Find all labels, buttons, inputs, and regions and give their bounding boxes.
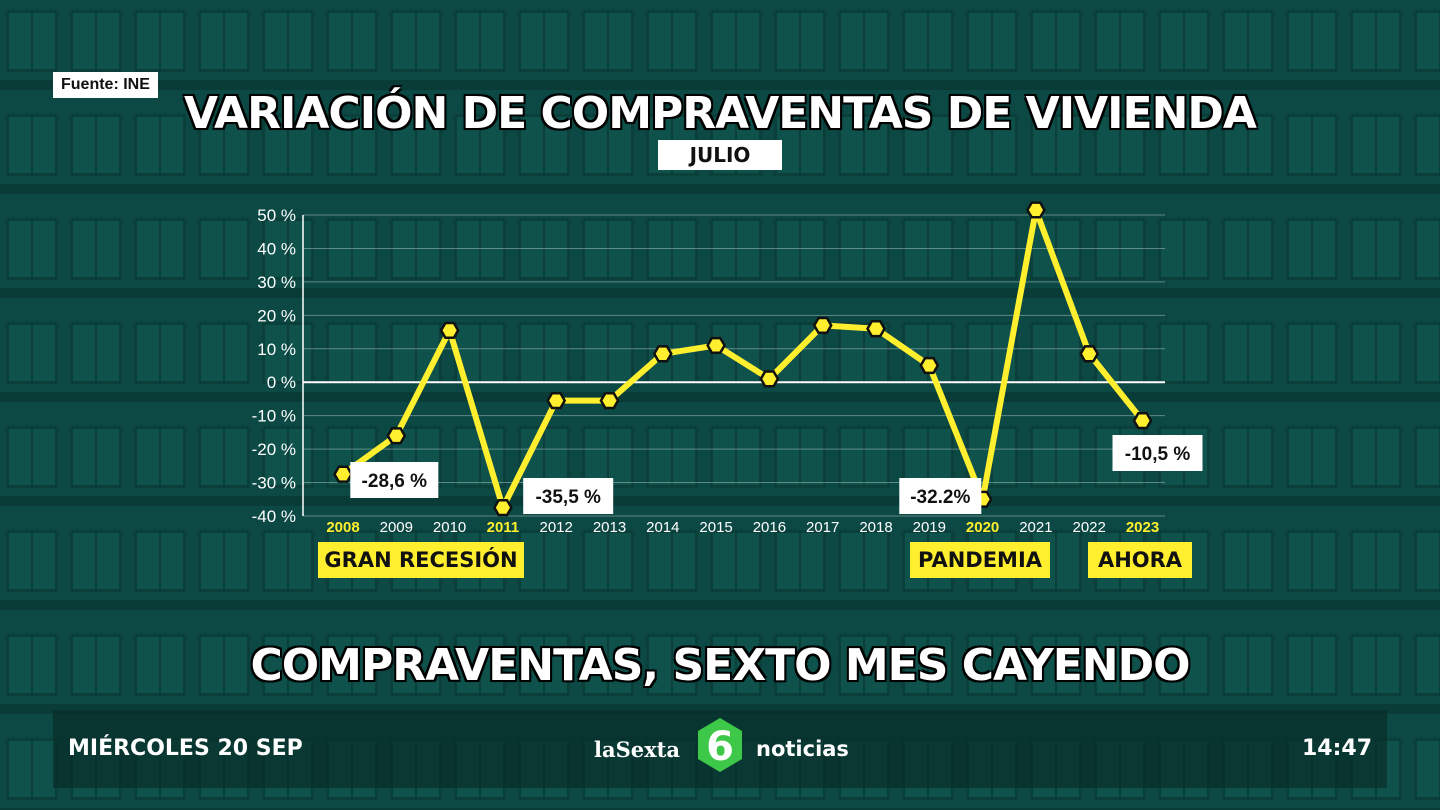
data-label: -32.2% — [910, 487, 970, 508]
x-tick-label: 2012 — [540, 519, 573, 536]
ticker-time: 14:47 — [1301, 736, 1372, 761]
x-tick-label: 2021 — [1019, 519, 1052, 536]
x-tick-label: 2020 — [966, 519, 999, 536]
x-tick-label: 2017 — [806, 519, 839, 536]
data-point — [333, 465, 353, 483]
y-tick-label: -30 % — [252, 474, 296, 493]
x-tick-label: 2010 — [433, 519, 466, 536]
brand-name: laSexta — [594, 737, 680, 762]
data-label-box — [1112, 435, 1203, 471]
data-point — [866, 320, 886, 338]
x-tick-label: 2016 — [753, 519, 786, 536]
y-tick-label: 10 % — [257, 340, 296, 359]
x-tick-label: 2018 — [859, 519, 892, 536]
program-name: noticias — [756, 737, 849, 761]
y-tick-label: 50 % — [257, 206, 296, 225]
y-tick-label: -20 % — [252, 440, 296, 459]
x-tick-label: 2019 — [913, 519, 946, 536]
data-point — [546, 392, 567, 410]
tag-gran-recesion: GRAN RECESIÓN — [318, 542, 524, 578]
data-point — [599, 392, 620, 410]
y-tick-label: -40 % — [252, 507, 296, 526]
x-tick-label: 2022 — [1073, 519, 1106, 536]
chart-subtitle: JULIO — [658, 140, 782, 170]
lasexta-logo-icon: 6 — [698, 718, 742, 772]
headline: COMPRAVENTAS, SEXTO MES CAYENDO — [250, 640, 1190, 691]
x-tick-label: 2013 — [593, 519, 626, 536]
x-tick-label: 2011 — [487, 519, 520, 536]
data-point — [706, 336, 727, 355]
data-point — [759, 370, 780, 388]
x-tick-label: 2014 — [646, 519, 679, 536]
x-tick-label: 2009 — [380, 519, 413, 536]
data-point — [1132, 412, 1153, 430]
y-tick-label: -10 % — [252, 407, 296, 426]
data-label: -28,6 % — [362, 471, 428, 492]
logo-number: 6 — [706, 724, 734, 770]
y-tick-label: 30 % — [257, 273, 296, 292]
x-tick-label: 2023 — [1126, 519, 1159, 536]
tag-ahora: AHORA — [1088, 542, 1192, 578]
x-tick-label: 2015 — [699, 519, 732, 536]
y-tick-label: 20 % — [257, 306, 296, 325]
source-label: Fuente: INE — [53, 72, 158, 98]
data-point — [1025, 201, 1046, 219]
data-point — [919, 356, 940, 375]
data-label: -35,5 % — [535, 487, 601, 508]
ticker-date: MIÉRCOLES 20 SEP — [68, 736, 303, 761]
data-label: -10,5 % — [1125, 444, 1191, 465]
data-point — [812, 316, 833, 334]
y-tick-label: 40 % — [257, 239, 296, 258]
data-point — [492, 499, 513, 517]
data-label-box — [899, 478, 982, 514]
data-label-box — [523, 478, 614, 514]
chart-title: VARIACIÓN DE COMPRAVENTAS DE VIVIENDA — [183, 88, 1257, 139]
data-point — [1079, 345, 1100, 363]
x-tick-label: 2008 — [326, 519, 359, 536]
data-label-box — [350, 462, 439, 498]
y-tick-label: 0 % — [267, 373, 296, 392]
data-point — [652, 345, 673, 363]
data-point — [439, 321, 460, 339]
tag-pandemia: PANDEMIA — [910, 542, 1050, 578]
data-point — [386, 427, 407, 445]
series-line — [341, 206, 1145, 511]
